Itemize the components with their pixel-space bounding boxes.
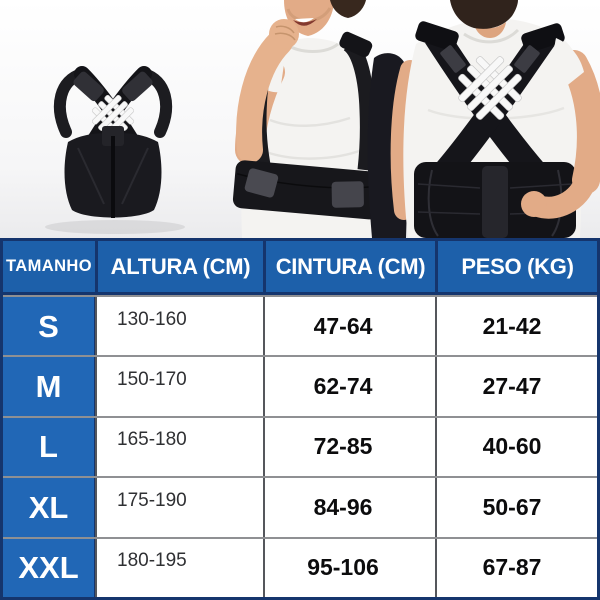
peso-value: 40-60 xyxy=(435,417,597,477)
front-model-illustration xyxy=(232,0,382,238)
hero-photo-section xyxy=(0,0,600,238)
col-header-peso: PESO (KG) xyxy=(435,241,597,292)
back-model-illustration xyxy=(390,0,600,238)
size-label: XL xyxy=(3,478,95,537)
altura-value: 180-195 xyxy=(95,538,263,597)
posture-brace-product-illustration xyxy=(53,66,173,218)
altura-value: 130-160 xyxy=(95,297,263,356)
size-label: XXL xyxy=(3,538,95,597)
col-header-altura: ALTURA (CM) xyxy=(95,241,263,292)
peso-value: 67-87 xyxy=(435,538,597,597)
altura-value: 165-180 xyxy=(95,417,263,477)
size-row-l: L 165-180 72-85 40-60 xyxy=(3,415,597,477)
peso-value: 27-47 xyxy=(435,357,597,416)
cintura-value: 84-96 xyxy=(263,478,435,537)
cintura-value: 62-74 xyxy=(263,357,435,416)
size-row-xxl: XXL 180-195 95-106 67-87 xyxy=(3,536,597,597)
size-row-s: S 130-160 47-64 21-42 xyxy=(3,295,597,356)
front-waist-belt xyxy=(232,160,382,220)
size-label: S xyxy=(3,297,95,356)
peso-value: 50-67 xyxy=(435,478,597,537)
size-label: L xyxy=(3,417,95,477)
cintura-value: 47-64 xyxy=(263,297,435,356)
size-row-m: M 150-170 62-74 27-47 xyxy=(3,355,597,416)
col-header-cintura: CINTURA (CM) xyxy=(263,241,435,292)
col-header-tamanho: TAMANHO xyxy=(6,257,92,276)
cintura-value: 95-106 xyxy=(263,538,435,597)
peso-value: 21-42 xyxy=(435,297,597,356)
back-elastic-cross-lattice xyxy=(458,56,522,120)
size-row-xl: XL 175-190 84-96 50-67 xyxy=(3,476,597,537)
size-chart-table: TAMANHO ALTURA (CM) CINTURA (CM) PESO (K… xyxy=(0,238,600,600)
back-waist-band xyxy=(414,162,576,238)
product-shadow xyxy=(45,220,185,234)
altura-value: 175-190 xyxy=(95,478,263,537)
cintura-value: 72-85 xyxy=(263,417,435,477)
altura-value: 150-170 xyxy=(95,357,263,416)
table-header-row: TAMANHO ALTURA (CM) CINTURA (CM) PESO (K… xyxy=(3,241,597,295)
size-label: M xyxy=(3,357,95,416)
hero-photo-scene xyxy=(0,0,600,238)
